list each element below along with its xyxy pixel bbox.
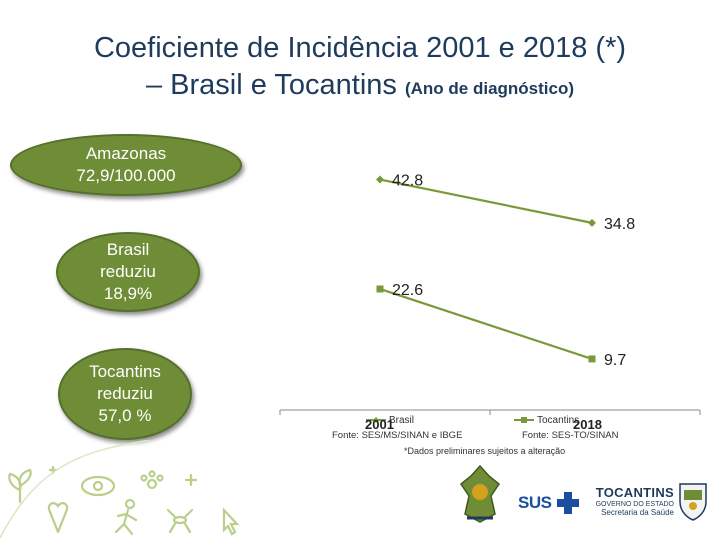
data-label-tocantins-1: 9.7 <box>604 352 626 369</box>
title-line-1: Coeficiente de Incidência 2001 e 2018 (*… <box>93 32 627 64</box>
x-label-2001: 2001 <box>365 417 394 432</box>
point-brasil-1 <box>588 218 596 227</box>
decorative-health-icons <box>0 440 240 539</box>
page-title: Coeficiente de Incidência 2001 e 2018 (*… <box>0 30 720 107</box>
coat-of-arms-icon <box>679 483 707 521</box>
cross-icon <box>48 465 198 487</box>
runner-icon <box>114 498 138 536</box>
seedling-icon <box>8 468 32 504</box>
point-tocantins-0 <box>376 285 384 293</box>
tocantins-logo-title: TOCANTINS <box>595 485 674 500</box>
data-label-brasil-0: 42.8 <box>392 173 423 190</box>
point-brasil-0 <box>376 175 384 184</box>
data-labels-layer: 42.8 34.8 22.6 9.7 <box>392 173 635 369</box>
callout-brasil: Brasil reduziu 18,9% <box>56 232 200 312</box>
sus-cross-icon <box>557 492 580 514</box>
series-layer <box>376 175 596 363</box>
x-axis-labels: 2001 2018 <box>365 417 602 432</box>
source-right: Fonte: SES-TO/SINAN <box>522 430 619 441</box>
preliminary-note: *Dados preliminares sujeitos a alteração <box>404 446 566 456</box>
callout-tocantins-text: Tocantins reduziu 57,0 % <box>89 362 161 425</box>
eye-icon <box>80 475 116 497</box>
callout-tocantins: Tocantins reduziu 57,0 % <box>58 348 192 440</box>
state-emblem-icon <box>459 464 501 523</box>
sus-logo-text: SUS <box>518 493 552 512</box>
ribbon-icon <box>47 502 69 534</box>
callout-amazonas-text: Amazonas 72,9/100.000 <box>76 144 176 185</box>
callout-brasil-text: Brasil reduziu 18,9% <box>100 240 156 303</box>
tocantins-logo-gov: GOVERNO DO ESTADO <box>595 501 674 508</box>
legend-marker-brasil <box>373 417 379 423</box>
mosquito-icon <box>166 508 194 534</box>
paw-icon <box>140 470 164 490</box>
legend: Brasil Tocantins <box>366 415 579 426</box>
x-label-2018: 2018 <box>573 417 602 432</box>
title-line-2-sub: (Ano de diagnóstico) <box>404 79 575 98</box>
sus-logo: SUS <box>518 490 581 516</box>
tocantins-logo-sec: Secretaria da Saúde <box>601 508 674 517</box>
legend-label-tocantins: Tocantins <box>537 415 579 426</box>
legend-label-brasil: Brasil <box>389 415 414 426</box>
callout-amazonas: Amazonas 72,9/100.000 <box>10 134 242 196</box>
series-line-tocantins <box>379 287 593 360</box>
pointer-icon <box>222 507 240 536</box>
tocantins-logo: TOCANTINS GOVERNO DO ESTADO Secretaria d… <box>588 485 674 517</box>
x-axis-ticks <box>279 410 701 415</box>
source-left: Fonte: SES/MS/SINAN e IBGE <box>332 430 463 441</box>
point-tocantins-1 <box>588 355 596 363</box>
series-line-brasil <box>379 178 593 224</box>
data-label-tocantins-0: 22.6 <box>392 282 423 299</box>
legend-marker-tocantins <box>521 417 527 423</box>
data-label-brasil-1: 34.8 <box>604 216 635 233</box>
title-line-2: – Brasil e Tocantins (Ano de diagnóstico… <box>0 67 720 107</box>
title-line-2-main: – Brasil e Tocantins <box>145 69 405 101</box>
